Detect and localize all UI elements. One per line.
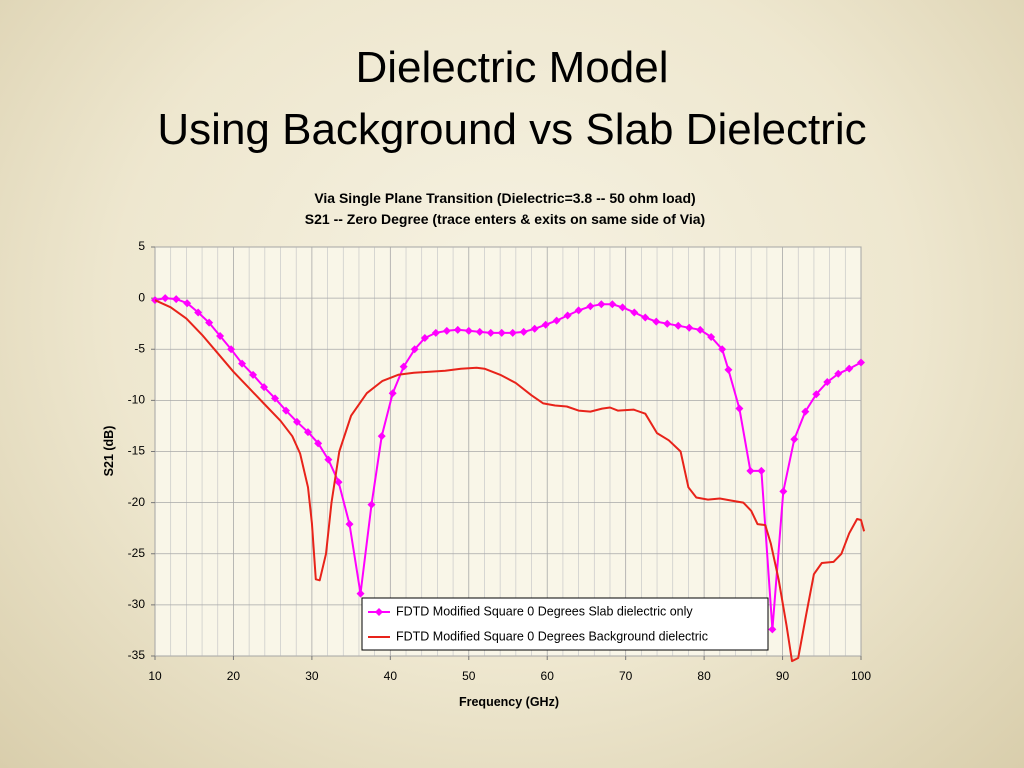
- data-point: [845, 364, 854, 373]
- data-point: [746, 466, 755, 475]
- x-tick-label: 100: [851, 669, 871, 683]
- legend-box: [361, 597, 769, 651]
- x-tick-label: 20: [227, 669, 241, 683]
- y-axis-label: S21 (dB): [102, 426, 116, 477]
- data-point: [757, 466, 766, 475]
- data-point: [420, 334, 429, 343]
- data-point: [663, 319, 672, 328]
- data-point: [608, 300, 617, 309]
- x-tick-label: 80: [697, 669, 711, 683]
- data-point: [586, 302, 595, 311]
- chart-title: S21 -- Zero Degree (trace enters & exits…: [305, 211, 705, 227]
- y-tick-label: -5: [134, 341, 145, 355]
- data-point: [812, 390, 821, 399]
- data-point: [410, 345, 419, 354]
- data-point: [334, 478, 343, 487]
- data-point: [345, 520, 354, 529]
- x-tick-label: 30: [305, 669, 319, 683]
- data-point: [399, 362, 408, 371]
- data-point: [834, 369, 843, 378]
- data-point: [618, 303, 627, 312]
- data-point: [779, 487, 788, 496]
- data-point: [249, 370, 258, 379]
- x-tick-label: 90: [776, 669, 790, 683]
- data-point: [464, 326, 473, 335]
- x-tick-label: 60: [541, 669, 555, 683]
- y-tick-label: -15: [128, 444, 146, 458]
- data-point: [356, 589, 365, 598]
- data-point: [735, 404, 744, 413]
- data-point: [630, 308, 639, 317]
- data-point: [563, 311, 572, 320]
- data-point: [718, 345, 727, 354]
- data-point: [314, 439, 323, 448]
- data-point: [475, 327, 484, 336]
- data-point: [183, 299, 192, 308]
- legend-marker: [375, 608, 383, 616]
- data-point: [292, 417, 301, 426]
- data-point: [552, 316, 561, 325]
- y-tick-label: 5: [138, 239, 145, 253]
- x-tick-label: 10: [148, 669, 162, 683]
- data-point: [696, 325, 705, 334]
- data-point: [530, 324, 539, 333]
- data-point: [724, 365, 733, 374]
- slide-title: Dielectric Model: [356, 43, 669, 92]
- x-axis-label: Frequency (GHz): [459, 695, 559, 709]
- chart-title: Via Single Plane Transition (Dielectric=…: [314, 190, 695, 206]
- x-tick-label: 40: [384, 669, 398, 683]
- data-point: [652, 317, 661, 326]
- data-point: [238, 359, 247, 368]
- data-point: [707, 332, 716, 341]
- y-tick-label: -10: [128, 393, 146, 407]
- data-point: [597, 300, 606, 309]
- legend-label: FDTD Modified Square 0 Degrees Slab diel…: [396, 604, 693, 618]
- data-point: [442, 326, 451, 335]
- data-point: [674, 321, 683, 330]
- data-point: [194, 308, 203, 317]
- data-point: [205, 318, 214, 327]
- data-point: [161, 294, 170, 303]
- data-point: [260, 383, 269, 392]
- data-point: [790, 435, 799, 444]
- y-tick-label: -30: [128, 597, 146, 611]
- y-tick-label: 0: [138, 290, 145, 304]
- data-point: [303, 428, 312, 437]
- data-point: [685, 323, 694, 332]
- data-point: [431, 328, 440, 337]
- slide-title: Using Background vs Slab Dielectric: [157, 105, 866, 154]
- data-point: [486, 328, 495, 337]
- data-point: [801, 407, 810, 416]
- data-point: [519, 327, 528, 336]
- data-point: [508, 328, 517, 337]
- data-point: [453, 325, 462, 334]
- series-line: [154, 299, 866, 663]
- data-point: [541, 320, 550, 329]
- data-point: [282, 406, 291, 415]
- data-point: [497, 328, 506, 337]
- data-point: [216, 331, 225, 340]
- y-tick-label: -20: [128, 495, 146, 509]
- data-point: [388, 389, 397, 398]
- data-point: [823, 377, 832, 386]
- data-point: [172, 295, 181, 304]
- data-point: [574, 306, 583, 315]
- data-point: [377, 432, 386, 441]
- y-tick-label: -25: [128, 546, 146, 560]
- data-point: [367, 500, 376, 509]
- data-point: [768, 625, 777, 634]
- data-point: [324, 455, 333, 464]
- y-tick-label: -35: [128, 648, 146, 662]
- x-tick-label: 70: [619, 669, 633, 683]
- data-point: [641, 313, 650, 322]
- data-point: [227, 345, 236, 354]
- x-tick-label: 50: [462, 669, 476, 683]
- data-point: [857, 358, 865, 367]
- legend-label: FDTD Modified Square 0 Degrees Backgroun…: [396, 629, 708, 643]
- data-point: [271, 394, 280, 403]
